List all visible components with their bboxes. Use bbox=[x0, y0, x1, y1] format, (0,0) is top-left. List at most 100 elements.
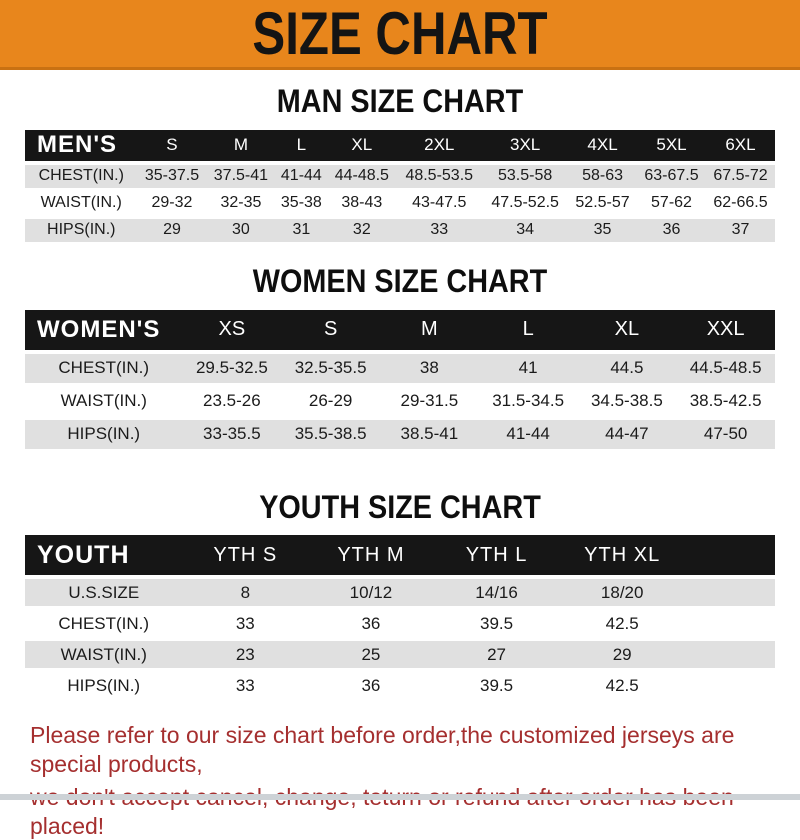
size-value-cell: 58-63 bbox=[568, 164, 638, 188]
size-value-cell: 67.5-72 bbox=[705, 164, 775, 188]
size-column-header: 6XL bbox=[705, 129, 775, 161]
size-table-row: WAIST(IN.) 23.5-26 26-29 29-31.5 31.5-34.5 34… bbox=[25, 387, 775, 416]
size-column-header: YTH L bbox=[433, 535, 560, 576]
size-value-cell: 23.5-26 bbox=[203, 391, 261, 411]
youth-size-table: YOUTH YTH S YTH M YTH L YTH XL U.S.SIZE 8 10/12… bbox=[25, 531, 775, 703]
measurement-row-label: CHEST(IN.) bbox=[25, 353, 183, 383]
size-table-header-row: MEN'S S M L XL 2XL 3XL 4XL 5XL 6XL bbox=[25, 129, 775, 161]
size-value-cell bbox=[685, 610, 775, 637]
measurement-row-label: WAIST(IN.) bbox=[40, 194, 122, 212]
men-section-heading: MAN SIZE CHART bbox=[276, 83, 524, 119]
size-column-header: XL bbox=[577, 309, 677, 350]
size-value-cell: 32.5-35.5 bbox=[281, 353, 380, 383]
size-value-cell: 35.5-38.5 bbox=[281, 419, 380, 449]
size-value-cell: 29-32 bbox=[151, 194, 193, 212]
size-value-cell: 25 bbox=[308, 641, 434, 669]
size-value-cell: 44-47 bbox=[577, 419, 677, 449]
size-value-cell: 33 bbox=[235, 613, 255, 633]
table-title-cell: YOUTH bbox=[25, 535, 183, 576]
size-value-cell: 62-66.5 bbox=[713, 194, 768, 212]
size-value-cell: 38.5-42.5 bbox=[689, 391, 762, 411]
size-value-cell: 31 bbox=[275, 218, 328, 242]
size-value-cell: 33 bbox=[235, 675, 255, 695]
size-value-cell: 44.5 bbox=[577, 353, 677, 383]
size-column-header: 3XL bbox=[482, 129, 569, 161]
size-value-cell: 48.5-53.5 bbox=[396, 164, 483, 188]
size-value-cell: 44-48.5 bbox=[327, 164, 397, 188]
size-value-cell: 29.5-32.5 bbox=[182, 353, 282, 383]
size-value-cell: 42.5 bbox=[605, 613, 639, 633]
size-value-cell bbox=[685, 641, 775, 669]
size-value-cell: 29 bbox=[137, 218, 207, 242]
size-value-cell: 41-44 bbox=[478, 419, 578, 449]
women-size-table: WOMEN'S XS S M L XL XXL CHEST(IN.) 29.5-32.5 32.5… bbox=[25, 306, 775, 453]
size-value-cell: 34 bbox=[482, 218, 569, 242]
size-value-cell: 41-44 bbox=[275, 164, 328, 188]
size-value-cell: 29 bbox=[559, 641, 685, 669]
measurement-row-label: HIPS(IN.) bbox=[25, 218, 138, 242]
size-column-header: M bbox=[380, 309, 479, 350]
section-women: WOMEN SIZE CHART WOMEN'S XS S M L XL XXL CHEST(… bbox=[0, 263, 800, 453]
footer-note-line1: Please refer to our size chart before or… bbox=[30, 722, 735, 778]
size-table-row: U.S.SIZE 8 10/12 14/16 18/20 bbox=[25, 579, 775, 607]
size-value-cell: 26-29 bbox=[308, 391, 353, 411]
measurement-row-label: CHEST(IN.) bbox=[58, 613, 150, 633]
size-table-row: CHEST(IN.) 33 36 39.5 42.5 bbox=[25, 610, 775, 637]
size-value-cell: 27 bbox=[433, 641, 560, 669]
size-value-cell: 36 bbox=[361, 613, 381, 633]
size-value-cell: 33-35.5 bbox=[182, 419, 282, 449]
size-table-row: WAIST(IN.) 29-32 32-35 35-38 38-43 43-47.5 47.… bbox=[25, 192, 775, 215]
measurement-row-label: HIPS(IN.) bbox=[25, 419, 183, 449]
size-value-cell: 47-50 bbox=[676, 419, 775, 449]
size-table-row: CHEST(IN.) 29.5-32.5 32.5-35.5 38 41 44.5 44.5… bbox=[25, 353, 775, 383]
size-column-header: 4XL bbox=[568, 129, 638, 161]
size-table-row: HIPS(IN.) 29 30 31 32 33 34 35 36 37 bbox=[25, 218, 775, 242]
size-value-cell bbox=[685, 672, 775, 699]
size-column-header: L bbox=[478, 309, 578, 350]
section-youth: YOUTH SIZE CHART YOUTH YTH S YTH M YTH L YTH… bbox=[0, 489, 800, 704]
size-value-cell: 47.5-52.5 bbox=[491, 194, 559, 212]
size-value-cell: 30 bbox=[206, 218, 276, 242]
size-column-header: XL bbox=[327, 129, 397, 161]
size-value-cell: 41 bbox=[478, 353, 578, 383]
size-value-cell: 32-35 bbox=[220, 194, 262, 212]
size-column-header: XXL bbox=[676, 309, 775, 350]
size-value-cell: 18/20 bbox=[559, 579, 685, 607]
footer-note-line2: we don't accept cancel, change, teturn o… bbox=[30, 784, 734, 839]
size-value-cell: 35-38 bbox=[280, 194, 322, 212]
size-value-cell: 63-67.5 bbox=[637, 164, 706, 188]
size-value-cell: 43-47.5 bbox=[412, 194, 467, 212]
size-column-header: YTH S bbox=[182, 535, 309, 576]
size-value-cell: 38 bbox=[380, 353, 479, 383]
size-value-cell: 57-62 bbox=[651, 194, 692, 212]
size-value-cell: 39.5 bbox=[480, 613, 514, 633]
banner-title: SIZE CHART bbox=[252, 0, 548, 67]
size-value-cell: 44.5-48.5 bbox=[676, 353, 775, 383]
size-table-row: HIPS(IN.) 33 36 39.5 42.5 bbox=[25, 672, 775, 699]
size-table-row: CHEST(IN.) 35-37.5 37.5-41 41-44 44-48.5 48.5… bbox=[25, 164, 775, 188]
size-value-cell: 10/12 bbox=[308, 579, 434, 607]
size-value-cell bbox=[685, 579, 775, 607]
section-men: MAN SIZE CHART MEN'S S M L XL 2XL 3XL 4XL 5XL 6XL… bbox=[0, 83, 800, 246]
size-value-cell: 39.5 bbox=[480, 675, 514, 695]
size-column-header: S bbox=[137, 129, 207, 161]
size-column-header: S bbox=[281, 309, 380, 350]
size-value-cell: 29-31.5 bbox=[400, 391, 459, 411]
size-column-header: XS bbox=[182, 309, 282, 350]
size-value-cell: 8 bbox=[182, 579, 309, 607]
size-value-cell: 38.5-41 bbox=[380, 419, 479, 449]
size-value-cell: 42.5 bbox=[605, 675, 639, 695]
size-value-cell: 37 bbox=[705, 218, 775, 242]
size-value-cell: 37.5-41 bbox=[206, 164, 276, 188]
size-value-cell: 14/16 bbox=[433, 579, 560, 607]
bottom-decorative-strip bbox=[0, 794, 800, 800]
men-size-table: MEN'S S M L XL 2XL 3XL 4XL 5XL 6XL CHEST(IN.) 35-37… bbox=[25, 126, 775, 246]
size-value-cell: 52.5-57 bbox=[575, 194, 630, 212]
size-value-cell: 36 bbox=[361, 675, 381, 695]
size-table-header-row: WOMEN'S XS S M L XL XXL bbox=[25, 309, 775, 350]
size-value-cell: 53.5-58 bbox=[482, 164, 569, 188]
size-value-cell: 35 bbox=[568, 218, 638, 242]
size-value-cell: 23 bbox=[182, 641, 309, 669]
size-table-header-row: YOUTH YTH S YTH M YTH L YTH XL bbox=[25, 535, 775, 576]
size-value-cell: 36 bbox=[637, 218, 706, 242]
